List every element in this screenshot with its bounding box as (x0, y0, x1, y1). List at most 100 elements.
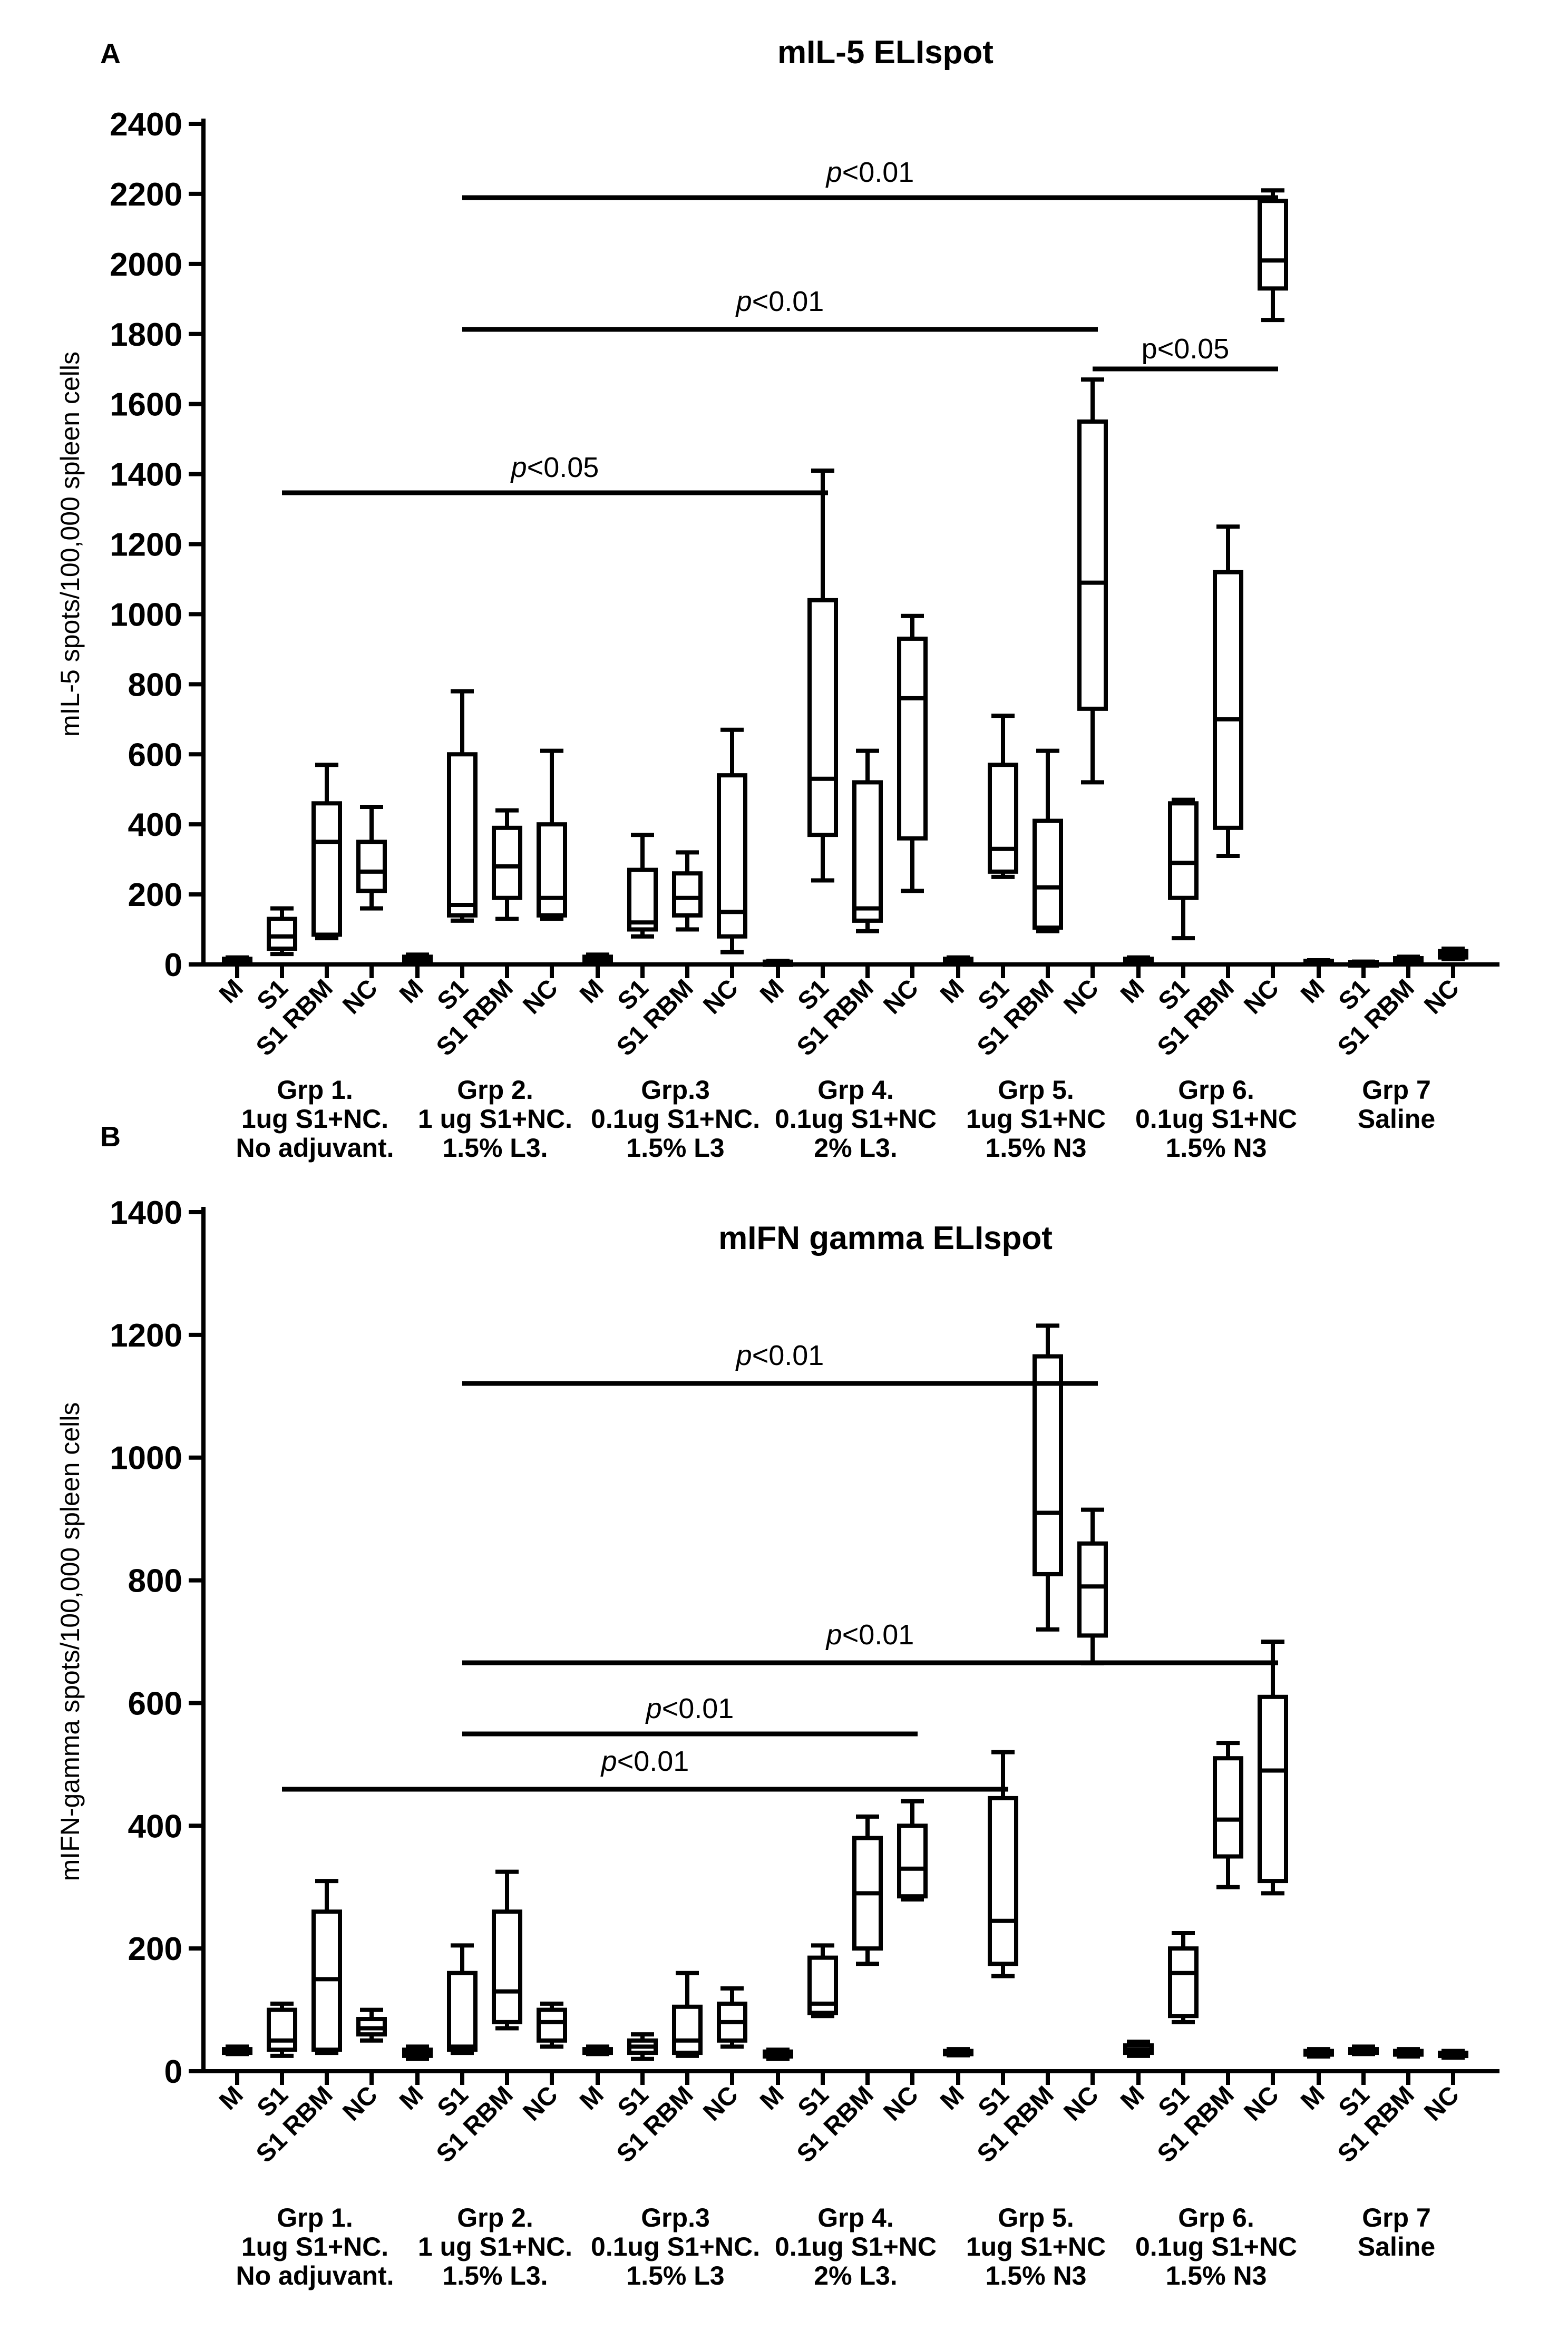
group-label: Grp 2. (457, 1075, 533, 1105)
y-tick-label: 1000 (110, 597, 182, 633)
box-g5-nc (1077, 377, 1108, 785)
p-value: <0.01 (617, 1746, 689, 1777)
iqr-box (267, 2007, 297, 2052)
p-symbol: p (735, 1340, 752, 1371)
box-g5-s1 (988, 1750, 1018, 1978)
group-label: Grp 1. (277, 1075, 353, 1105)
box-g5-m (943, 955, 973, 965)
group-label: Grp.3 (641, 1075, 710, 1105)
y-tick-label: 600 (128, 737, 182, 773)
box-g6-m (1123, 955, 1154, 965)
iqr-box (897, 636, 928, 841)
iqr-box (537, 822, 567, 918)
group-label: 1.5% N3 (1166, 2261, 1267, 2290)
group-label: Grp 5. (998, 2203, 1074, 2232)
box-g7-m (1303, 2047, 1334, 2059)
group-label: 0.1ug S1+NC (1135, 2232, 1297, 2261)
chart-title: mIL-5 ELIspot (777, 34, 994, 71)
box-g7-m (1303, 958, 1334, 967)
iqr-box (988, 763, 1018, 874)
y-tick-label: 2200 (110, 177, 182, 213)
iqr-box (672, 871, 703, 918)
significance-label: p<0.05 (510, 452, 599, 483)
box-g6-nc (1258, 1640, 1288, 1896)
group-label: Saline (1358, 1104, 1435, 1134)
p-symbol: p (735, 286, 752, 317)
y-tick-label: 2400 (110, 106, 182, 143)
x-category-label: M (1296, 2081, 1330, 2115)
x-category-label: NC (1058, 974, 1104, 1019)
x-category-label: NC (878, 974, 923, 1019)
box-g6-nc (1258, 188, 1288, 323)
iqr-box (1258, 199, 1288, 291)
group-label: Grp 7 (1362, 1075, 1431, 1105)
box-g7-s1-rbm (1393, 2047, 1424, 2059)
chart-title: mIFN gamma ELIspot (718, 1220, 1053, 1256)
box-g4-nc (897, 1799, 928, 1902)
box-g2-m (402, 952, 433, 964)
group-label: 1ug S1+NC. (241, 1104, 388, 1134)
y-tick-label: 1000 (110, 1440, 182, 1477)
y-tick-label: 2000 (110, 247, 182, 283)
x-category-label: M (1296, 974, 1330, 1009)
box-g6-s1-rbm (1213, 524, 1243, 858)
x-category-label: NC (698, 2081, 743, 2126)
group-label: No adjuvant. (236, 2261, 394, 2290)
x-category-label: NC (1419, 2081, 1464, 2126)
significance-label: p<0.01 (735, 1340, 824, 1371)
iqr-box (1033, 1354, 1063, 1576)
iqr-box (672, 2004, 703, 2055)
p-symbol: p (825, 1619, 842, 1651)
y-tick-label: 1200 (110, 527, 182, 563)
x-category-label: NC (337, 974, 383, 1019)
y-tick-label: 400 (128, 807, 182, 843)
group-label: 1 ug S1+NC. (418, 2232, 572, 2261)
iqr-box (627, 867, 658, 932)
iqr-box (267, 916, 297, 951)
box-g6-m (1123, 2040, 1154, 2058)
box-g7-nc (1438, 947, 1468, 962)
p-value: <0.01 (842, 1619, 914, 1651)
box-g4-s1-rbm (852, 748, 883, 933)
x-category-label: M (394, 974, 429, 1009)
group-label: Grp 7 (1362, 2203, 1431, 2232)
box-g3-nc (717, 727, 747, 954)
x-category-label: NC (1058, 2081, 1104, 2126)
y-tick-label: 1400 (110, 457, 182, 493)
x-category-label: NC (337, 2081, 383, 2126)
box-g4-nc (897, 613, 928, 893)
box-g6-s1 (1168, 797, 1199, 941)
box-g2-m (402, 2044, 433, 2061)
x-category-label: M (574, 974, 609, 1009)
panel-label: A (100, 38, 121, 70)
iqr-box (1168, 801, 1199, 900)
box-g7-nc (1438, 2049, 1468, 2060)
y-tick-label: 200 (128, 877, 182, 913)
box-g4-s1 (807, 468, 838, 883)
x-category-label: M (755, 974, 790, 1009)
p-value: <0.01 (662, 1693, 734, 1724)
group-label: 1.5% N3 (986, 2261, 1087, 2290)
p-value: <0.05 (527, 452, 599, 483)
group-label: 2% L3. (814, 2261, 897, 2290)
y-tick-label: 800 (128, 667, 182, 703)
x-category-label: M (394, 2081, 429, 2115)
panel-label: B (100, 1121, 121, 1153)
iqr-box (356, 840, 387, 893)
iqr-box (988, 1796, 1018, 1966)
significance-label: p<0.01 (600, 1746, 689, 1777)
y-tick-label: 1200 (110, 1318, 182, 1354)
group-label: Saline (1358, 2232, 1435, 2261)
group-label: 0.1ug S1+NC (775, 2232, 937, 2261)
significance-label: p<0.01 (825, 1619, 914, 1651)
iqr-box (311, 801, 342, 937)
group-label: Grp 4. (817, 1075, 893, 1105)
x-category-label: NC (1239, 2081, 1284, 2126)
x-category-label: M (214, 974, 249, 1009)
iqr-box (852, 780, 883, 923)
iqr-box (1033, 818, 1063, 930)
box-g1-s1-rbm (311, 763, 342, 941)
group-label: 0.1ug S1+NC. (591, 1104, 760, 1134)
group-label: 1.5% L3. (442, 2261, 548, 2290)
